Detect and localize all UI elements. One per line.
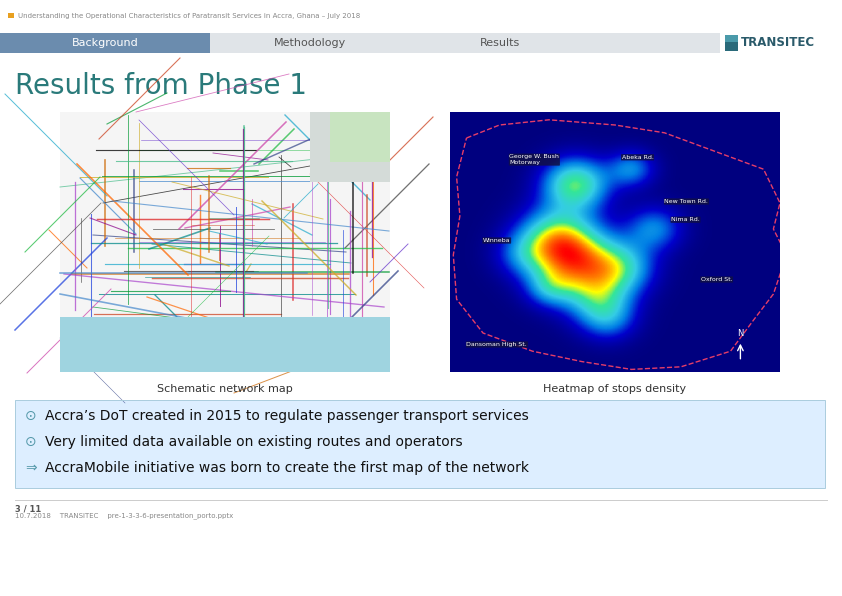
Text: Very limited data available on existing routes and operators: Very limited data available on existing …: [45, 435, 462, 449]
Text: ⊙: ⊙: [25, 435, 37, 449]
Text: Oxford St.: Oxford St.: [701, 277, 733, 282]
Text: George W. Bush
Motorway: George W. Bush Motorway: [509, 154, 559, 165]
Bar: [725, 35, 738, 42]
Bar: [8, 13, 14, 18]
Text: Results: Results: [480, 38, 520, 48]
Bar: [720, 33, 842, 53]
Text: New Town Rd.: New Town Rd.: [664, 199, 708, 204]
Bar: [60, 112, 390, 372]
Text: 10.7.2018    TRANSITEC    pre-1-3-3-6-presentation_porto.pptx: 10.7.2018 TRANSITEC pre-1-3-3-6-presenta…: [15, 512, 233, 519]
Bar: [15, 400, 825, 488]
Text: Schematic network map: Schematic network map: [157, 384, 293, 394]
Text: ⇒: ⇒: [25, 461, 37, 475]
Text: Heatmap of stops density: Heatmap of stops density: [543, 384, 686, 394]
Text: AccraMobile initiative was born to create the first map of the network: AccraMobile initiative was born to creat…: [45, 461, 529, 475]
Text: Background: Background: [72, 38, 138, 48]
Text: N: N: [738, 329, 743, 338]
Bar: [0, 33, 210, 53]
Text: Methodology: Methodology: [274, 38, 346, 48]
Text: Results from Phase 1: Results from Phase 1: [15, 72, 307, 100]
Text: Winneba: Winneba: [483, 238, 510, 243]
Bar: [60, 317, 390, 372]
Text: TRANSITEC: TRANSITEC: [741, 36, 815, 49]
Bar: [725, 42, 738, 51]
Text: Abeka Rd.: Abeka Rd.: [621, 155, 653, 160]
Text: Nima Rd.: Nima Rd.: [671, 217, 700, 222]
Bar: [15, 400, 825, 488]
Text: 3 / 11: 3 / 11: [15, 504, 41, 513]
Text: Understanding the Operational Characteristics of Paratransit Services in Accra, : Understanding the Operational Characteri…: [18, 13, 360, 19]
Text: Dansoman High St.: Dansoman High St.: [466, 342, 527, 347]
Text: ⊙: ⊙: [25, 409, 37, 423]
Bar: [330, 112, 390, 162]
Text: Accra’s DoT created in 2015 to regulate passenger transport services: Accra’s DoT created in 2015 to regulate …: [45, 409, 529, 423]
Bar: [0, 33, 720, 53]
Bar: [310, 112, 390, 182]
